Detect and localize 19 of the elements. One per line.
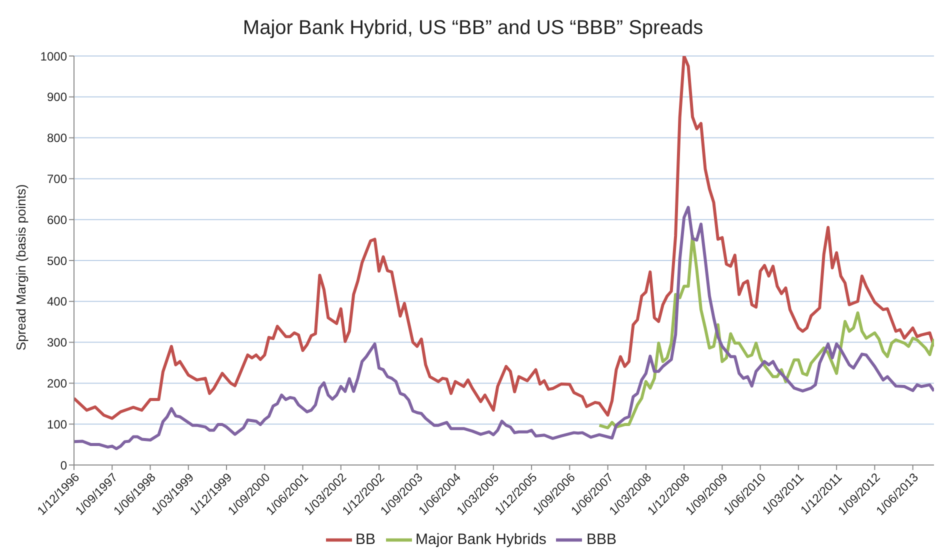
legend-label: BBB (586, 530, 616, 548)
y-tick-label: 900 (46, 90, 68, 104)
y-tick-label: 300 (46, 336, 68, 350)
y-axis-title: Spread Margin (basis points) (14, 184, 29, 350)
y-tick-label: 1000 (40, 49, 68, 64)
y-tick-label: 800 (46, 131, 68, 146)
y-tick-label: 100 (46, 417, 68, 432)
y-tick-label: 600 (46, 212, 68, 227)
line-series (74, 56, 934, 420)
line-series (598, 234, 934, 430)
y-tick-label: 700 (46, 172, 68, 186)
legend-label: Major Bank Hybrids (416, 530, 546, 548)
y-tick-label: 200 (46, 376, 68, 390)
line-series (74, 206, 934, 450)
legend-label: BB (356, 530, 376, 548)
y-tick-label: 400 (46, 294, 68, 309)
y-tick-label: 0 (60, 458, 68, 472)
y-tick-label: 500 (46, 254, 68, 268)
chart-title: Major Bank Hybrid, US “BB” and US “BBB” Spreads (242, 16, 704, 41)
